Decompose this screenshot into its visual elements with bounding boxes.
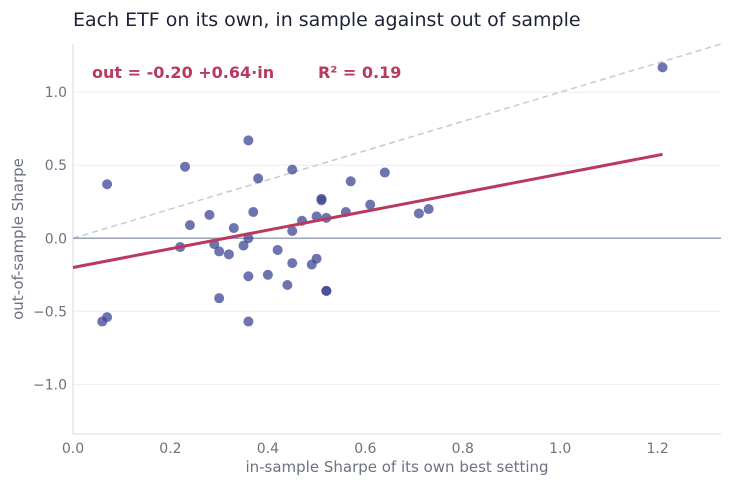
scatter-point: [204, 209, 215, 220]
x-tick-label: 0.6: [354, 441, 376, 457]
r-squared-label: R² = 0.19: [318, 63, 401, 82]
x-tick-label: 0.2: [159, 441, 181, 457]
scatter-point: [102, 179, 113, 190]
scatter-point: [243, 316, 254, 327]
regression-fit-line: [72, 152, 663, 269]
scatter-point: [223, 249, 234, 260]
axis-layer: [72, 44, 721, 435]
scatter-point: [228, 223, 239, 234]
scatter-point: [316, 195, 327, 206]
chart-title: Each ETF on its own, in sample against o…: [73, 9, 581, 31]
tick-label-layer: −1.0 −0.5 0.0 0.5 1.0 0.0 0.2 0.4 0.6 0.8 1.0 1.2: [33, 85, 669, 457]
y-tick-label: −0.5: [33, 304, 67, 320]
scatter-point: [287, 164, 298, 175]
scatter-point: [423, 204, 434, 215]
scatter-point: [243, 135, 254, 146]
y-tick-label: 0.5: [45, 158, 67, 174]
scatter-point: [102, 312, 113, 323]
scatter-point: [272, 244, 283, 255]
x-tick-label: 0.0: [62, 441, 84, 457]
x-tick-label: 1.0: [549, 441, 571, 457]
scatter-point: [282, 280, 293, 291]
x-axis-label: in-sample Sharpe of its own best setting: [245, 458, 548, 476]
regression-equation: out = -0.20 +0.64·in: [92, 63, 274, 82]
scatter-point: [243, 271, 254, 282]
scatter-point: [287, 258, 298, 269]
scatter-point: [311, 253, 322, 264]
scatter-point: [287, 225, 298, 236]
fit-line-layer: [72, 152, 663, 269]
scatter-point: [365, 199, 376, 210]
scatter-point: [345, 176, 356, 187]
scatter-point: [238, 240, 249, 251]
scatter-point: [379, 167, 390, 178]
reference-line-layer: [72, 43, 722, 239]
y-tick-label: 1.0: [45, 85, 67, 101]
scatter-point: [413, 208, 424, 219]
scatter-point: [262, 269, 273, 280]
scatter-point: [321, 285, 332, 296]
scatter-point: [253, 173, 264, 184]
scatter-point: [214, 246, 225, 257]
y-axis-label: out-of-sample Sharpe: [9, 158, 27, 320]
scatter-point: [214, 293, 225, 304]
x-tick-label: 0.8: [452, 441, 474, 457]
x-tick-label: 0.4: [257, 441, 279, 457]
y-tick-label: −1.0: [33, 377, 67, 393]
scatter-point: [180, 161, 191, 172]
identity-reference-line: [72, 43, 722, 239]
y-tick-label: 0.0: [45, 231, 67, 247]
scatter-point: [657, 62, 668, 73]
x-tick-label: 1.2: [647, 441, 669, 457]
points-layer: [97, 62, 668, 327]
scatter-point: [184, 220, 195, 231]
scatter-point: [248, 206, 259, 217]
